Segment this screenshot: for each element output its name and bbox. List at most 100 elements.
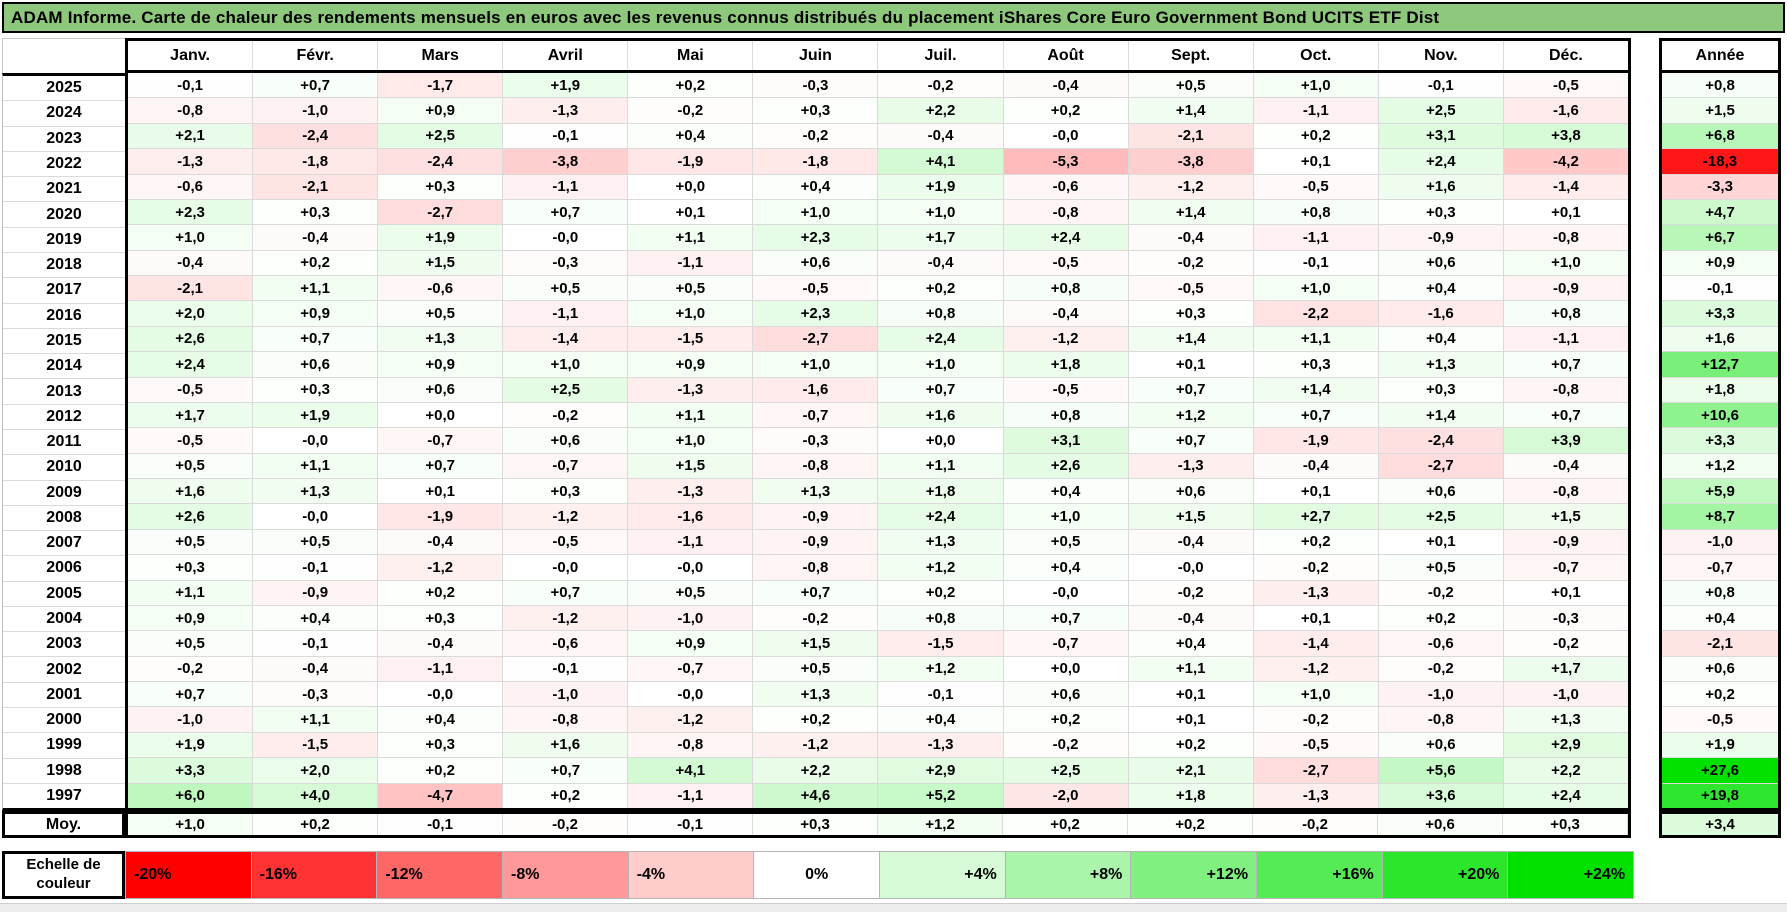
monthly-return-cell: -1,5 bbox=[878, 631, 1004, 656]
monthly-return-cell: -1,5 bbox=[253, 732, 379, 758]
table-row: -0,8 -1,0 +0,9 -1,3 -0,2 +0,3 +2,2 +0,2 +1,4 -1,1… bbox=[128, 98, 1628, 124]
year-label: 2008 bbox=[3, 506, 125, 532]
monthly-return-cell: -0,2 bbox=[628, 98, 754, 123]
monthly-return-cell: -1,3 bbox=[878, 732, 1004, 758]
monthly-return-cell: +0,2 bbox=[1003, 98, 1129, 123]
monthly-return-cell: -0,8 bbox=[1378, 707, 1504, 732]
monthly-return-cell: -0,8 bbox=[1003, 199, 1129, 225]
year-label: 2013 bbox=[3, 379, 125, 405]
monthly-return-cell: +0,8 bbox=[1503, 301, 1628, 326]
monthly-return-cell: +1,0 bbox=[753, 352, 879, 377]
monthly-return-cell: -0,9 bbox=[253, 580, 379, 605]
year-label: 2015 bbox=[3, 329, 125, 355]
monthly-return-cell: +0,8 bbox=[1003, 402, 1129, 428]
monthly-return-cell: -0,1 bbox=[1253, 250, 1379, 275]
monthly-return-cell: -1,4 bbox=[1503, 174, 1628, 199]
annual-return-cell: +4,7 bbox=[1662, 199, 1778, 226]
year-label: 2000 bbox=[3, 708, 125, 734]
monthly-return-cell: +0,7 bbox=[1128, 428, 1254, 453]
color-scale-cell: -16% bbox=[251, 851, 378, 899]
monthly-return-cell: -1,2 bbox=[753, 732, 879, 758]
monthly-return-cell: +0,5 bbox=[628, 276, 754, 301]
monthly-return-cell: -0,1 bbox=[253, 631, 379, 656]
monthly-return-cell: -1,2 bbox=[1128, 174, 1254, 199]
table-row: +0,9 +0,4 +0,3 -1,2 -1,0 -0,2 +0,8 +0,7 -0,4 +0,1… bbox=[128, 605, 1628, 632]
monthly-return-cell: -0,4 bbox=[253, 656, 379, 681]
monthly-return-cell: -2,1 bbox=[1128, 123, 1254, 149]
monthly-return-cell: -0,5 bbox=[1253, 174, 1379, 199]
monthly-return-cell: +2,1 bbox=[1128, 758, 1254, 783]
monthly-return-cell: +3,1 bbox=[1003, 428, 1129, 453]
monthly-return-cell: -0,4 bbox=[378, 631, 504, 656]
average-monthly-cell: -0,2 bbox=[503, 814, 628, 835]
monthly-return-cell: +1,9 bbox=[378, 225, 504, 250]
monthly-return-cell: -0,2 bbox=[1378, 580, 1504, 605]
average-monthly-cell: -0,1 bbox=[628, 814, 753, 835]
year-label: 1998 bbox=[3, 759, 125, 784]
monthly-return-cell: +0,0 bbox=[878, 428, 1004, 453]
monthly-return-cell: -1,1 bbox=[628, 783, 754, 808]
monthly-return-cell: -2,2 bbox=[1253, 301, 1379, 326]
monthly-return-cell: -0,7 bbox=[753, 402, 879, 428]
annual-return-cell: -0,5 bbox=[1662, 707, 1778, 733]
monthly-return-cell: +0,1 bbox=[1503, 199, 1628, 225]
month-header-cell: Mai bbox=[628, 41, 754, 70]
monthly-return-cell: -0,4 bbox=[1003, 301, 1129, 326]
monthly-return-cell: +1,3 bbox=[753, 682, 879, 707]
monthly-return-cell: -0,2 bbox=[1253, 707, 1379, 732]
average-monthly-cell: +0,6 bbox=[1378, 814, 1503, 835]
monthly-return-cell: -0,4 bbox=[1253, 453, 1379, 478]
monthly-return-cell: +0,5 bbox=[128, 453, 254, 478]
monthly-return-cell: +0,2 bbox=[1253, 123, 1379, 149]
monthly-return-cell: +0,7 bbox=[1503, 402, 1628, 428]
year-column-header-spacer bbox=[2, 38, 125, 73]
monthly-return-cell: +0,3 bbox=[503, 479, 629, 504]
monthly-return-cell: +0,7 bbox=[253, 73, 379, 98]
annual-returns-column: Année +0,8 +1,5 +6,8 -18,3 -3,3 +4,7 +6,7 +0,9-… bbox=[1659, 38, 1781, 811]
monthly-return-cell: +2,9 bbox=[1503, 732, 1628, 758]
color-scale-cell: +12% bbox=[1131, 851, 1258, 899]
annual-return-cell: +6,8 bbox=[1662, 123, 1778, 150]
monthly-return-cell: -0,3 bbox=[753, 73, 879, 98]
monthly-return-cell: -0,9 bbox=[753, 529, 879, 555]
monthly-return-cell: +0,2 bbox=[628, 73, 754, 98]
monthly-return-cell: +0,1 bbox=[1253, 605, 1379, 631]
monthly-return-cell: -1,3 bbox=[628, 479, 754, 504]
monthly-return-cell: +0,1 bbox=[1253, 149, 1379, 174]
monthly-return-cell: +1,4 bbox=[1128, 199, 1254, 225]
monthly-return-cell: -1,9 bbox=[628, 149, 754, 174]
monthly-return-cell: +0,7 bbox=[503, 199, 629, 225]
monthly-return-cell: +1,0 bbox=[753, 199, 879, 225]
monthly-return-cell: +1,5 bbox=[753, 631, 879, 656]
monthly-return-cell: +1,5 bbox=[628, 453, 754, 478]
monthly-return-cell: +0,2 bbox=[1253, 529, 1379, 555]
monthly-return-cell: -1,1 bbox=[378, 656, 504, 681]
monthly-return-cell: +1,1 bbox=[628, 402, 754, 428]
table-row: +3,3 +2,0 +0,2 +0,7 +4,1 +2,2 +2,9 +2,5 +2,1 -2,7… bbox=[128, 758, 1628, 784]
annual-return-cell: -18,3 bbox=[1662, 149, 1778, 175]
monthly-return-cell: +1,7 bbox=[878, 225, 1004, 250]
table-row: +1,9 -1,5 +0,3 +1,6 -0,8 -1,2 -1,3 -0,2 +0,2 -0,5… bbox=[128, 732, 1628, 759]
monthly-return-cell: -0,0 bbox=[628, 555, 754, 580]
monthly-return-cell: +1,7 bbox=[1503, 656, 1628, 681]
annual-return-cell: -2,1 bbox=[1662, 631, 1778, 657]
monthly-return-cell: +1,1 bbox=[628, 225, 754, 250]
monthly-return-cell: +2,4 bbox=[1378, 149, 1504, 174]
monthly-return-cell: -1,2 bbox=[628, 707, 754, 732]
monthly-return-cell: -1,2 bbox=[1003, 326, 1129, 352]
month-header-cell: Juil. bbox=[878, 41, 1004, 70]
monthly-return-cell: -0,0 bbox=[1003, 123, 1129, 149]
monthly-return-cell: +0,1 bbox=[378, 479, 504, 504]
table-row: +0,5 +1,1 +0,7 -0,7 +1,5 -0,8 +1,1 +2,6 -1,3 -0,4… bbox=[128, 453, 1628, 479]
color-scale-cell: +4% bbox=[880, 851, 1006, 899]
monthly-return-cell: -1,0 bbox=[1503, 682, 1628, 707]
monthly-return-cell: -1,0 bbox=[253, 98, 379, 123]
monthly-return-cell: -0,2 bbox=[1503, 631, 1628, 656]
monthly-return-cell: -1,3 bbox=[128, 149, 254, 174]
monthly-return-cell: +1,9 bbox=[253, 402, 379, 428]
annual-return-cell: +1,5 bbox=[1662, 98, 1778, 124]
monthly-return-cell: -1,7 bbox=[378, 73, 504, 98]
monthly-return-cell: +0,5 bbox=[128, 529, 254, 555]
year-label: 1999 bbox=[3, 733, 125, 759]
annual-column-header: Année bbox=[1662, 41, 1778, 73]
